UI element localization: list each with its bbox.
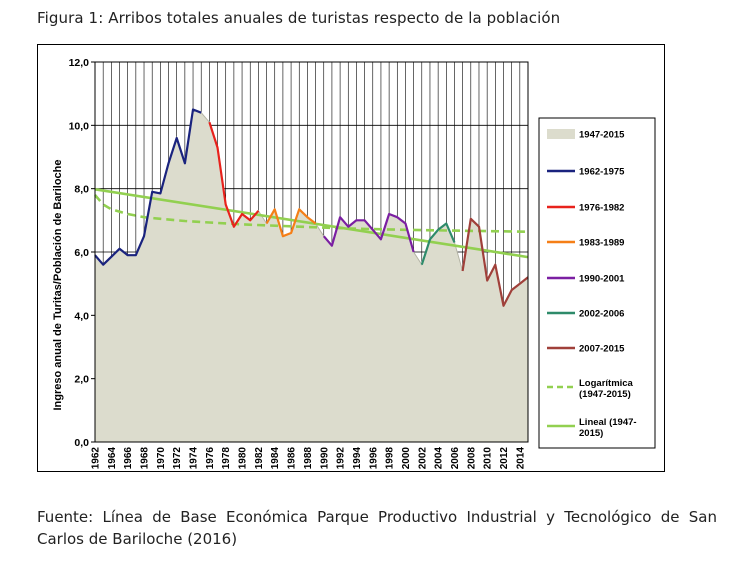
x-tick-label: 2004 bbox=[434, 447, 445, 470]
series-line-1962-1975 bbox=[94, 108, 202, 266]
x-tick-label: 1994 bbox=[352, 447, 363, 470]
area-1947-2015 bbox=[95, 109, 528, 442]
x-tick-label: 1970 bbox=[156, 447, 167, 470]
y-tick-label: 12,0 bbox=[69, 57, 90, 69]
x-tick-label: 1984 bbox=[270, 447, 281, 470]
legend-label-line2: (1947-2015) bbox=[579, 389, 631, 400]
x-tick-label: 1976 bbox=[205, 447, 216, 470]
legend-box bbox=[538, 117, 656, 449]
series-line-1976-1982 bbox=[208, 121, 260, 228]
legend-label-line2: 2015) bbox=[579, 428, 603, 439]
x-tick-label: 1972 bbox=[172, 447, 183, 470]
x-tick-label: 1998 bbox=[385, 447, 396, 470]
legend-label: Lineal (1947- bbox=[579, 417, 637, 428]
x-tick-label: 1962 bbox=[91, 447, 102, 470]
x-tick-label: 2012 bbox=[499, 447, 510, 470]
x-tick-label: 1968 bbox=[140, 447, 151, 470]
legend-label: 1976-1982 bbox=[579, 203, 624, 214]
figure-title: Figura 1: Arribos totales anuales de tur… bbox=[37, 9, 561, 27]
x-tick-label: 1982 bbox=[254, 447, 265, 470]
chart-container: 0,0 2,0 4,0 6,0 8,0 10,0 12,0 1962 1964 1966 1968… bbox=[37, 44, 665, 472]
x-tick-label: 2008 bbox=[466, 447, 477, 470]
series-line-1983-1989 bbox=[265, 208, 317, 238]
legend-label: 1962-1975 bbox=[579, 167, 625, 178]
x-tick-label: 1964 bbox=[107, 447, 118, 470]
legend-label: 1947-2015 bbox=[579, 130, 625, 141]
y-tick-label: 6,0 bbox=[74, 247, 89, 259]
x-tick-label: 1996 bbox=[368, 447, 379, 470]
legend-label: 1983-1989 bbox=[579, 238, 624, 249]
x-tick-label: 1980 bbox=[238, 447, 249, 470]
x-tick-label: 1986 bbox=[287, 447, 298, 470]
x-tick-label: 1992 bbox=[336, 447, 347, 470]
legend-swatch-area bbox=[547, 129, 575, 139]
legend-label: Logarítmica bbox=[579, 378, 634, 389]
series-line-1990-2001 bbox=[322, 212, 415, 253]
y-tick-label: 4,0 bbox=[74, 310, 89, 322]
legend-label: 2002-2006 bbox=[579, 309, 624, 320]
x-tick-label: 1978 bbox=[221, 447, 232, 470]
x-tick-label: 1990 bbox=[319, 447, 330, 470]
chart-svg: 0,0 2,0 4,0 6,0 8,0 10,0 12,0 1962 1964 1966 1968… bbox=[37, 44, 665, 472]
y-tick-label: 2,0 bbox=[74, 374, 89, 386]
x-tick-label: 2014 bbox=[515, 447, 526, 470]
series-line-2002-2006 bbox=[420, 222, 456, 266]
x-tick-label: 1974 bbox=[189, 447, 200, 470]
source-citation: Fuente: Línea de Base Económica Parque P… bbox=[37, 508, 717, 548]
x-tick-label: 2010 bbox=[483, 447, 494, 470]
series-line-2007-2015 bbox=[461, 217, 529, 307]
x-tick-label: 1988 bbox=[303, 447, 314, 470]
x-tick-label: 2002 bbox=[417, 447, 428, 470]
y-tick-label: 0,0 bbox=[74, 437, 89, 449]
x-tick-label: 2006 bbox=[450, 447, 461, 470]
y-tick-label: 10,0 bbox=[69, 120, 90, 132]
y-axis-label: Ingreso anual de Turitas/Población de Ba… bbox=[52, 159, 64, 410]
trend-line-linear bbox=[94, 188, 529, 259]
trend-line-logarithmic bbox=[94, 194, 529, 233]
legend-label: 2007-2015 bbox=[579, 344, 625, 355]
x-tick-label: 2000 bbox=[401, 447, 412, 470]
y-tick-label: 8,0 bbox=[74, 184, 89, 196]
x-tick-label: 1966 bbox=[123, 447, 134, 470]
legend-label: 1990-2001 bbox=[579, 274, 625, 285]
